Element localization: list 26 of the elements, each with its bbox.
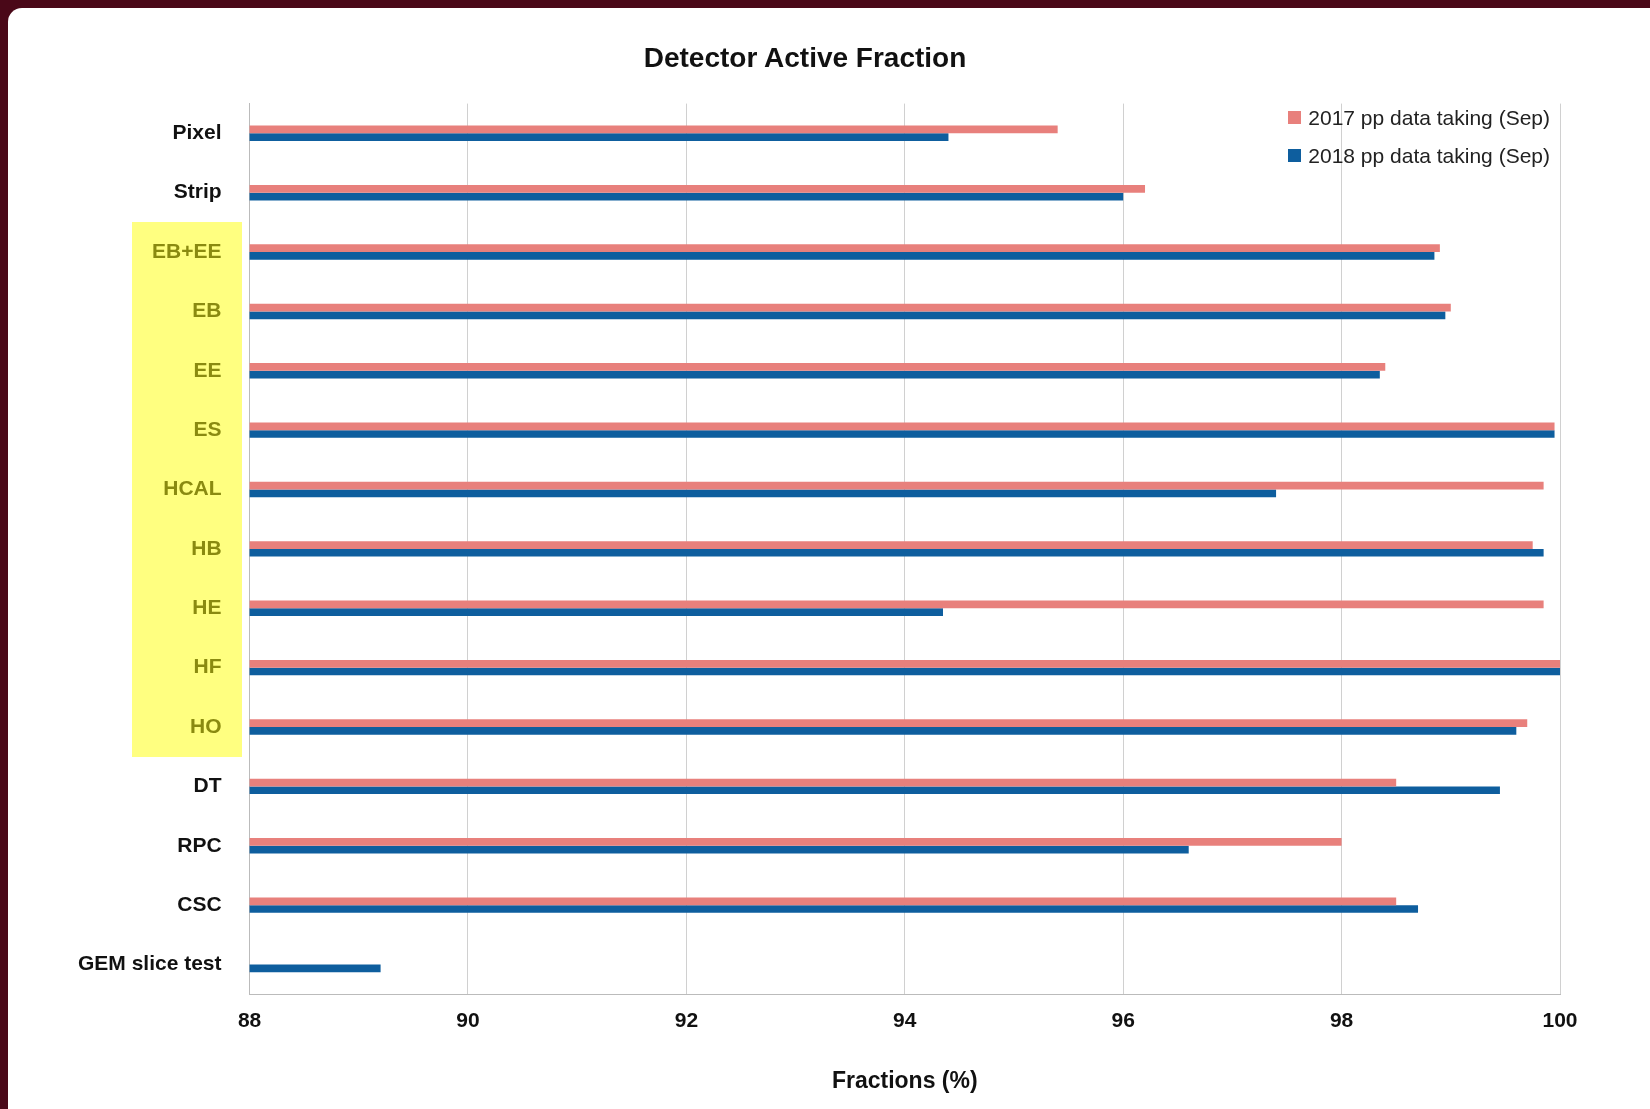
x-tick-label: 92: [674, 1007, 699, 1031]
y-tick-label: DT: [193, 773, 222, 797]
y-tick-label: HO: [190, 713, 222, 737]
y-tick-label: Strip: [173, 179, 222, 203]
y-tick-label: RPC: [177, 832, 222, 856]
legend-label: 2017 pp data taking (Sep): [1308, 105, 1550, 130]
y-tick-label: Pixel: [172, 120, 222, 144]
x-tick-label: 100: [1542, 1007, 1578, 1031]
y-tick-label: EB+EE: [152, 238, 222, 262]
x-tick-label: 98: [1329, 1007, 1354, 1031]
legend-label: 2018 pp data taking (Sep): [1308, 143, 1550, 168]
y-tick-label: HE: [192, 595, 222, 619]
y-tick-label: HF: [193, 654, 222, 678]
x-tick-label: 94: [893, 1007, 917, 1031]
y-tick-label: GEM slice test: [77, 951, 222, 975]
x-tick-label: 90: [456, 1007, 480, 1031]
y-tick-label: CSC: [177, 891, 222, 915]
y-tick-label: ES: [193, 416, 222, 440]
y-tick-label: EB: [192, 298, 222, 322]
x-axis-title: Fractions (%): [831, 1066, 978, 1093]
chart-title: Detector Active Fraction: [643, 41, 967, 73]
y-tick-label: HB: [191, 535, 222, 559]
x-tick-label: 88: [237, 1007, 262, 1031]
x-tick-label: 96: [1111, 1007, 1135, 1031]
y-tick-label: HCAL: [163, 476, 222, 500]
y-tick-label: EE: [193, 357, 222, 381]
